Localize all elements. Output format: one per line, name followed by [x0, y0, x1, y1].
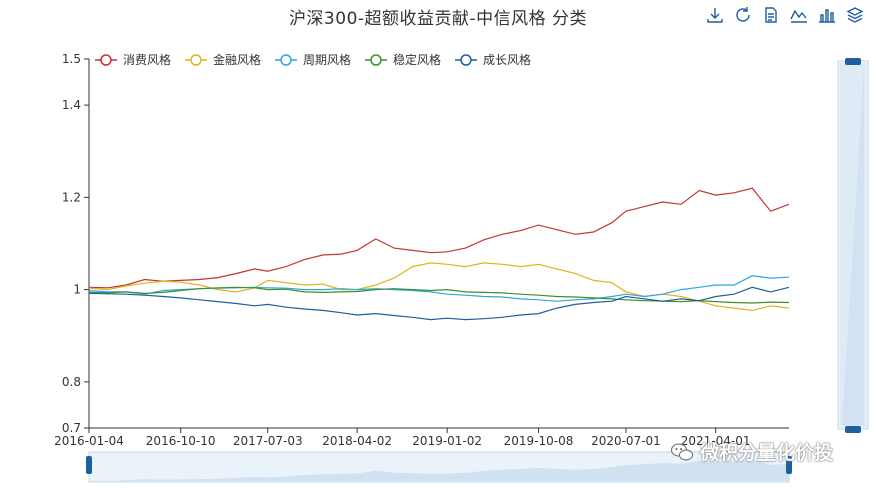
legend-item-3[interactable]: 稳定风格 — [365, 52, 441, 67]
x-tick-label: 2018-04-02 — [322, 434, 392, 448]
legend-label: 周期风格 — [303, 52, 351, 67]
x-zoom-left-handle[interactable] — [86, 456, 92, 474]
axes: 0.7 0.8 1 1.2 1.4 1.5 2016-01-04 2016-10-10 2017… — [54, 52, 789, 448]
x-zoom-right-handle[interactable] — [786, 456, 792, 474]
legend-item-2[interactable]: 周期风格 — [275, 52, 351, 67]
x-tick-label: 2016-01-04 — [54, 434, 124, 448]
plot-lines — [88, 187, 790, 321]
legend-marker — [100, 54, 112, 66]
y-tick-label: 1.2 — [62, 190, 81, 204]
x-tick-label: 2017-07-03 — [233, 434, 303, 448]
y-zoom-top-handle[interactable] — [845, 58, 861, 65]
line-chart-icon[interactable] — [790, 6, 808, 24]
series-line-0[interactable] — [88, 187, 790, 289]
toolbox — [706, 6, 864, 24]
y-tick-label: 1.5 — [62, 52, 81, 66]
watermark-text: 微积分量化价投 — [700, 442, 834, 464]
refresh-icon[interactable] — [734, 6, 752, 24]
x-tick-label: 2019-01-02 — [412, 434, 482, 448]
legend-marker — [280, 54, 292, 66]
legend: 消费风格 金融风格 周期风格 稳定风格 成长风格 — [95, 52, 531, 67]
legend-marker — [370, 54, 382, 66]
x-zoom-slider[interactable] — [86, 451, 792, 483]
legend-marker — [460, 54, 472, 66]
x-tick-label: 2019-10-08 — [504, 434, 574, 448]
x-tick-label: 2021-04-01 — [681, 434, 751, 448]
legend-label: 金融风格 — [213, 52, 261, 67]
y-tick-label: 0.8 — [62, 375, 81, 389]
x-tick-label: 2020-07-01 — [591, 434, 661, 448]
stack-icon[interactable] — [846, 6, 864, 24]
legend-label: 成长风格 — [483, 52, 531, 67]
series-line-3[interactable] — [88, 286, 790, 304]
wechat-icon — [671, 443, 693, 460]
y-tick-label: 0.7 — [62, 421, 81, 435]
y-tick-label: 1.4 — [62, 98, 81, 112]
chart-title: 沪深300-超额收益贡献-中信风格 分类 — [288, 9, 588, 29]
x-tick-label: 2016-10-10 — [146, 434, 216, 448]
legend-item-1[interactable]: 金融风格 — [185, 52, 261, 67]
legend-label: 稳定风格 — [393, 52, 441, 67]
watermark: 微积分量化价投 — [670, 438, 833, 465]
y-tick-label: 1 — [73, 283, 81, 297]
legend-item-4[interactable]: 成长风格 — [455, 52, 531, 67]
download-icon[interactable] — [706, 6, 724, 24]
legend-item-0[interactable]: 消费风格 — [95, 52, 171, 67]
y-zoom-slider[interactable] — [837, 58, 869, 433]
bar-chart-icon[interactable] — [818, 6, 836, 24]
data-view-icon[interactable] — [762, 6, 780, 24]
series-line-4[interactable] — [88, 286, 790, 321]
y-zoom-bottom-handle[interactable] — [845, 426, 861, 433]
legend-marker — [190, 54, 202, 66]
series-line-1[interactable] — [88, 262, 790, 312]
legend-label: 消费风格 — [123, 52, 171, 67]
